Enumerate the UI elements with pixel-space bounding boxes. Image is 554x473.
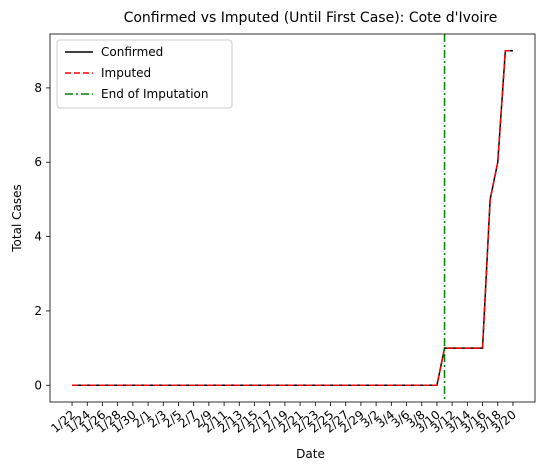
y-tick-label: 0 [34, 378, 42, 392]
chart-title: Confirmed vs Imputed (Until First Case):… [124, 10, 498, 26]
legend-box [56, 39, 233, 109]
legend-label: Imputed [101, 66, 151, 80]
legend-label: End of Imputation [101, 87, 209, 101]
y-tick-label: 2 [34, 304, 42, 318]
y-tick-label: 8 [34, 81, 42, 95]
y-axis-label: Total Cases [10, 184, 24, 252]
y-tick-label: 4 [34, 230, 42, 244]
x-axis-label: Date [296, 447, 325, 461]
axes-frame [49, 33, 536, 403]
series-line-imputed [72, 49, 513, 387]
y-tick-label: 6 [34, 155, 42, 169]
legend-label: Confirmed [101, 45, 163, 59]
legend: Confirmed Imputed End of Imputation [56, 39, 233, 109]
